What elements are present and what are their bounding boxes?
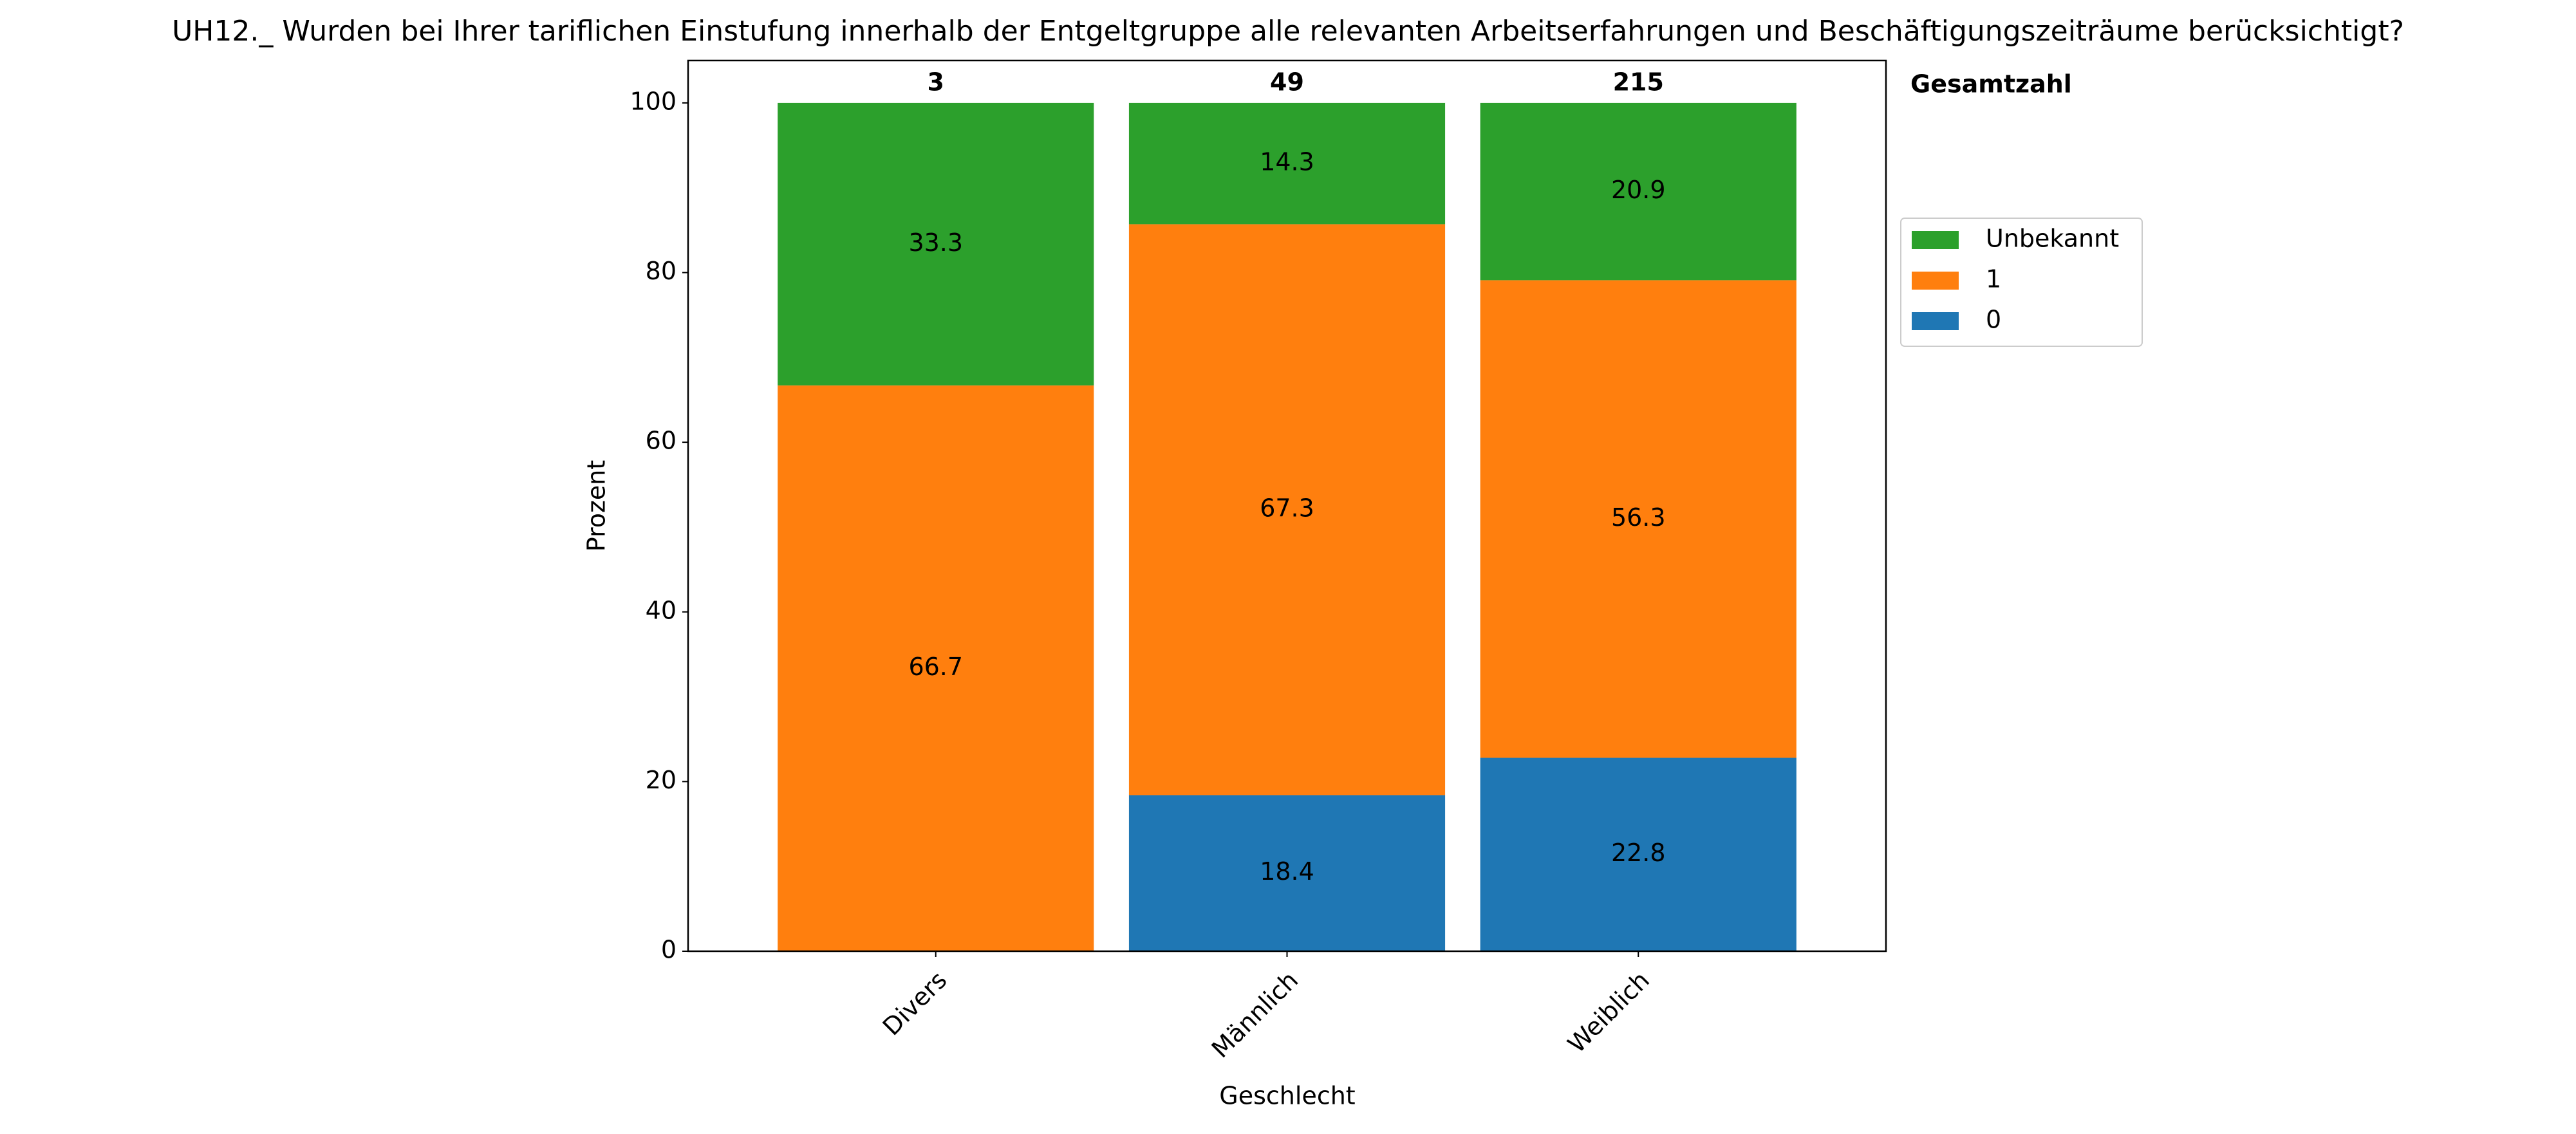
legend-label: Unbekannt [1986,225,2119,253]
plot-frame [687,59,1887,953]
bar-value-label: 66.7 [908,653,963,681]
totals-label: Gesamtzahl [1910,70,2072,98]
y-axis-label: Prozent [583,460,611,552]
legend-label: 1 [1986,265,2001,293]
bar-value-label: 67.3 [1260,494,1314,522]
total-label: 49 [1270,68,1304,96]
bar-segment [1480,758,1797,951]
legend-swatch [1912,272,1959,290]
bar-value-label: 20.9 [1611,176,1666,204]
bar-segment [1128,102,1446,225]
bar-value-label: 56.3 [1611,503,1666,532]
legend-box [1900,218,2143,347]
bar-segment [1128,224,1446,795]
y-tick-label: 60 [646,427,677,455]
y-tick-label: 100 [630,87,677,115]
bar-value-label: 33.3 [908,228,963,257]
total-label: 3 [928,68,944,96]
y-tick-label: 40 [646,596,677,624]
bar-segment [1480,102,1797,281]
bar-value-label: 22.8 [1611,839,1666,867]
legend-label: 0 [1986,306,2001,334]
y-tick-label: 0 [661,936,677,964]
bar-segment [778,102,1094,386]
y-tick-label: 20 [646,766,677,794]
bar-segment [1480,280,1797,758]
y-tick-label: 80 [646,257,677,285]
x-axis-label: Geschlecht [1219,1082,1355,1110]
chart-title: UH12._ Wurden bei Ihrer tariflichen Eins… [172,15,2404,48]
total-label: 215 [1613,68,1664,96]
bar-segment [778,385,1094,951]
legend-swatch [1912,312,1959,330]
bar-value-label: 18.4 [1260,857,1314,886]
legend-swatch [1912,231,1959,249]
bar-segment [1128,795,1446,951]
bar-value-label: 14.3 [1260,148,1314,176]
